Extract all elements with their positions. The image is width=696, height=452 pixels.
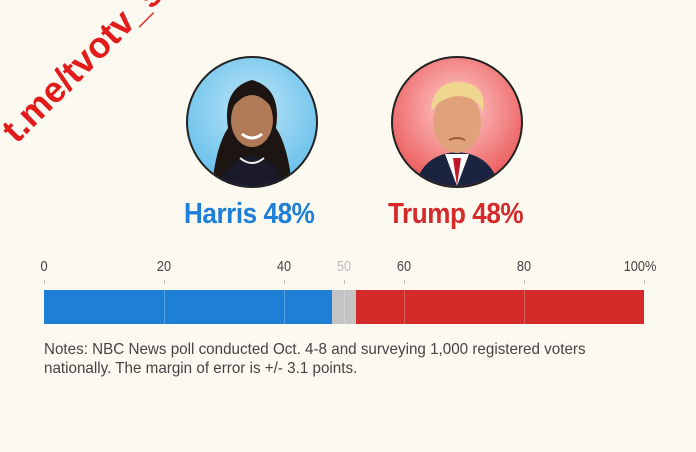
tick-mark [524, 280, 525, 284]
bar-segment-harris [44, 290, 332, 324]
tick-label: 0 [40, 258, 48, 275]
tick-label: 80 [516, 258, 532, 275]
tick-mark [644, 280, 645, 284]
harris-label: Harris 48% [184, 198, 315, 230]
tick-label: 20 [156, 258, 172, 275]
tick-mark [164, 280, 165, 284]
tick-label: 100% [623, 258, 657, 275]
trump-portrait [391, 56, 523, 188]
tick-mark [284, 280, 285, 284]
tick-mark [344, 280, 345, 284]
grid-line [284, 290, 285, 324]
grid-line [344, 290, 345, 324]
tick-mark [404, 280, 405, 284]
bar-segment-trump [356, 290, 644, 324]
watermark: t.me/tvotv_sk [0, 0, 185, 151]
harris-portrait [186, 56, 318, 188]
tick-label: 50 [336, 258, 352, 275]
trump-label: Trump 48% [388, 198, 524, 230]
grid-line [164, 290, 165, 324]
grid-line [404, 290, 405, 324]
tick-label: 60 [396, 258, 412, 275]
bar-segment-undecided [332, 290, 356, 324]
grid-line [524, 290, 525, 324]
tick-mark [44, 280, 45, 284]
chart-notes: Notes: NBC News poll conducted Oct. 4-8 … [44, 341, 586, 377]
tick-label: 40 [276, 258, 292, 275]
